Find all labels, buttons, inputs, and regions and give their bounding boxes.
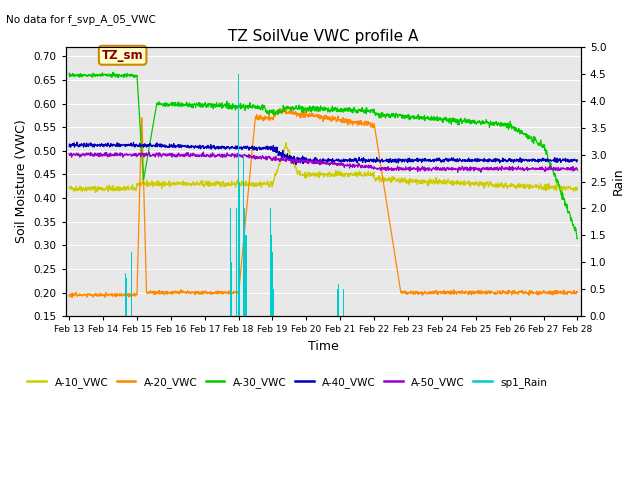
Legend: A-10_VWC, A-20_VWC, A-30_VWC, A-40_VWC, A-50_VWC, sp1_Rain: A-10_VWC, A-20_VWC, A-30_VWC, A-40_VWC, …: [23, 372, 551, 392]
Text: No data for f_svp_A_05_VWC: No data for f_svp_A_05_VWC: [6, 14, 156, 25]
Text: TZ_sm: TZ_sm: [102, 49, 143, 62]
X-axis label: Time: Time: [308, 340, 339, 353]
Y-axis label: Rain: Rain: [612, 168, 625, 195]
Title: TZ SoilVue VWC profile A: TZ SoilVue VWC profile A: [228, 29, 419, 44]
Y-axis label: Soil Moisture (VWC): Soil Moisture (VWC): [15, 120, 28, 243]
